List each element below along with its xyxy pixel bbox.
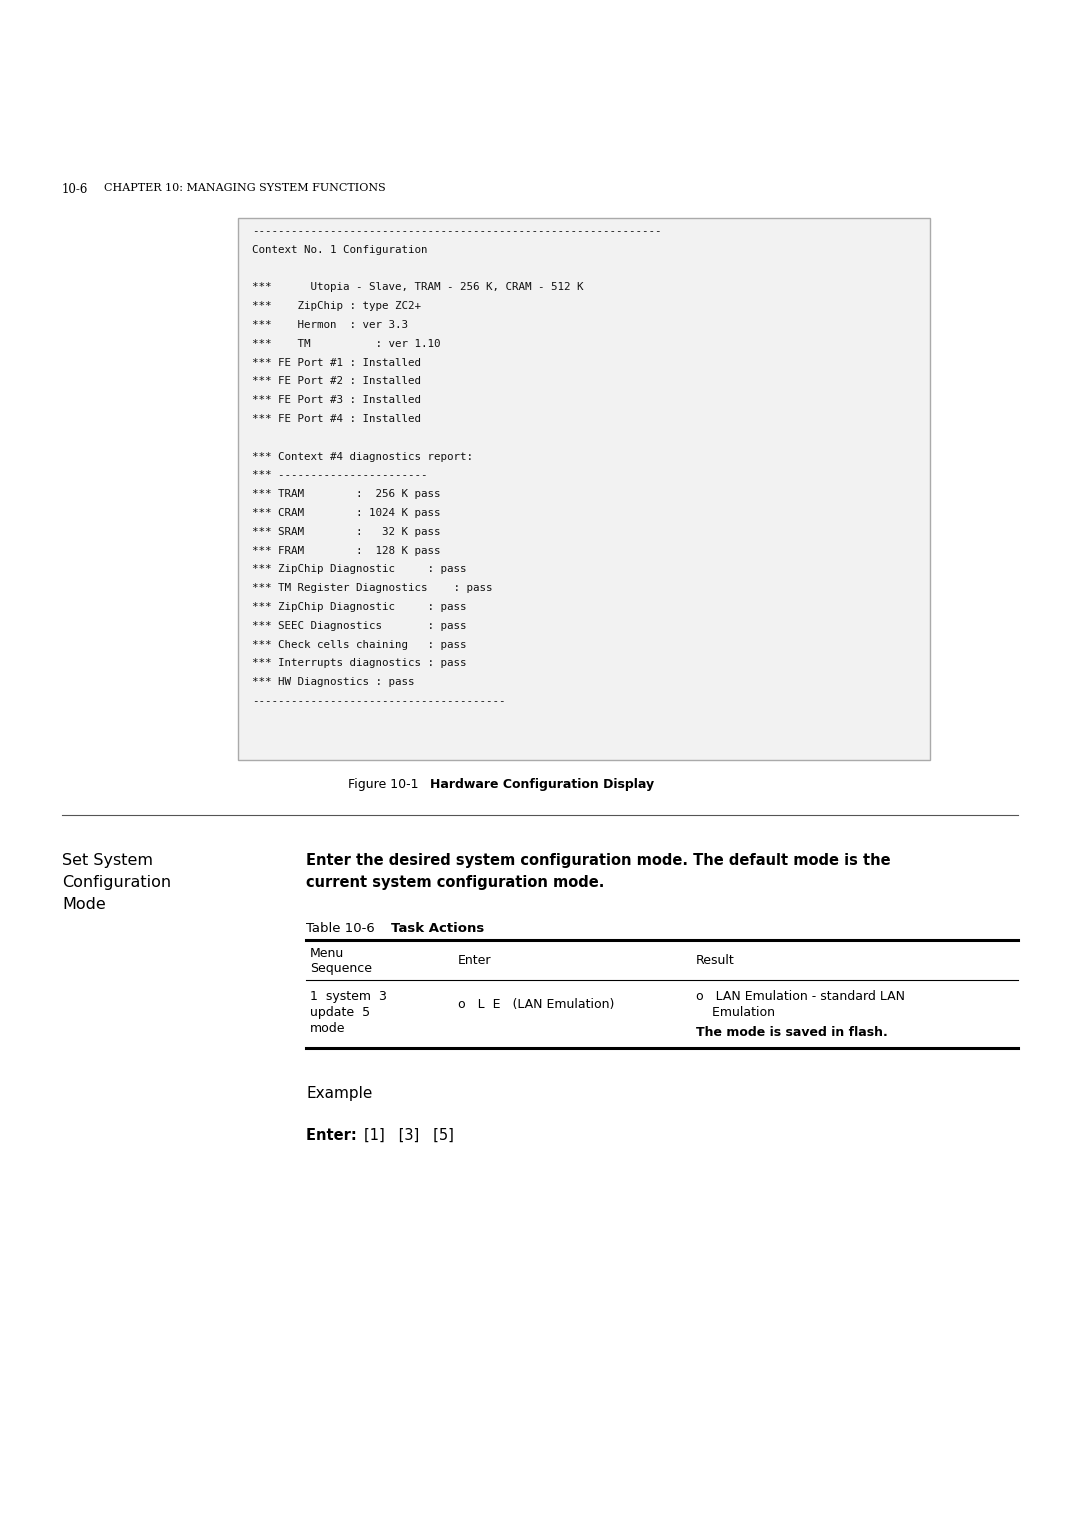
Text: Enter: Enter (458, 953, 491, 967)
Text: o   LAN Emulation - standard LAN: o LAN Emulation - standard LAN (696, 990, 905, 1002)
Text: *** -----------------------: *** ----------------------- (252, 471, 428, 480)
Text: [1]   [3]   [5]: [1] [3] [5] (364, 1128, 454, 1143)
Text: o   L  E   (LAN Emulation): o L E (LAN Emulation) (458, 998, 615, 1012)
Text: CHAPTER 10: MANAGING SYSTEM FUNCTIONS: CHAPTER 10: MANAGING SYSTEM FUNCTIONS (90, 183, 386, 193)
Text: Result: Result (696, 953, 734, 967)
Text: Task Actions: Task Actions (391, 921, 484, 935)
Text: *** Interrupts diagnostics : pass: *** Interrupts diagnostics : pass (252, 659, 467, 668)
Text: *** ZipChip Diagnostic     : pass: *** ZipChip Diagnostic : pass (252, 602, 467, 613)
Text: *** FE Port #4 : Installed: *** FE Port #4 : Installed (252, 414, 421, 423)
Text: ***    TM          : ver 1.10: *** TM : ver 1.10 (252, 339, 441, 348)
Text: *** TM Register Diagnostics    : pass: *** TM Register Diagnostics : pass (252, 584, 492, 593)
Text: The mode is saved in flash.: The mode is saved in flash. (696, 1025, 888, 1039)
Text: *** FRAM        :  128 K pass: *** FRAM : 128 K pass (252, 545, 441, 556)
Text: mode: mode (310, 1022, 346, 1034)
Text: Menu: Menu (310, 947, 345, 960)
Text: ---------------------------------------------------------------: ----------------------------------------… (252, 226, 661, 235)
Text: Hardware Configuration Display: Hardware Configuration Display (430, 778, 654, 792)
Text: ***      Utopia - Slave, TRAM - 256 K, CRAM - 512 K: *** Utopia - Slave, TRAM - 256 K, CRAM -… (252, 283, 583, 292)
Text: Emulation: Emulation (696, 1005, 775, 1019)
Text: Sequence: Sequence (310, 963, 372, 975)
FancyBboxPatch shape (238, 219, 930, 759)
Text: ***    Hermon  : ver 3.3: *** Hermon : ver 3.3 (252, 319, 408, 330)
Text: *** Context #4 diagnostics report:: *** Context #4 diagnostics report: (252, 452, 473, 461)
Text: Mode: Mode (62, 897, 106, 912)
Text: ***    ZipChip : type ZC2+: *** ZipChip : type ZC2+ (252, 301, 421, 312)
Text: Set System: Set System (62, 853, 153, 868)
Text: Enter:: Enter: (306, 1128, 362, 1143)
Text: Configuration: Configuration (62, 876, 171, 889)
Text: 1  system  3: 1 system 3 (310, 990, 387, 1002)
Text: Figure 10-1: Figure 10-1 (348, 778, 431, 792)
Text: *** FE Port #1 : Installed: *** FE Port #1 : Installed (252, 358, 421, 368)
Text: *** FE Port #2 : Installed: *** FE Port #2 : Installed (252, 376, 421, 387)
Text: current system configuration mode.: current system configuration mode. (306, 876, 605, 889)
Text: Enter the desired system configuration mode. The default mode is the: Enter the desired system configuration m… (306, 853, 891, 868)
Text: *** Check cells chaining   : pass: *** Check cells chaining : pass (252, 640, 467, 649)
Text: Example: Example (306, 1086, 373, 1102)
Text: *** TRAM        :  256 K pass: *** TRAM : 256 K pass (252, 489, 441, 500)
Text: *** FE Port #3 : Installed: *** FE Port #3 : Installed (252, 396, 421, 405)
Text: Table 10-6: Table 10-6 (306, 921, 388, 935)
Text: Context No. 1 Configuration: Context No. 1 Configuration (252, 244, 428, 255)
Text: *** CRAM        : 1024 K pass: *** CRAM : 1024 K pass (252, 507, 441, 518)
Text: *** HW Diagnostics : pass: *** HW Diagnostics : pass (252, 677, 415, 688)
Text: *** ZipChip Diagnostic     : pass: *** ZipChip Diagnostic : pass (252, 564, 467, 575)
Text: *** SEEC Diagnostics       : pass: *** SEEC Diagnostics : pass (252, 620, 467, 631)
Text: 10-6: 10-6 (62, 183, 89, 196)
Text: ---------------------------------------: --------------------------------------- (252, 695, 505, 706)
Text: update  5: update 5 (310, 1005, 370, 1019)
Text: *** SRAM        :   32 K pass: *** SRAM : 32 K pass (252, 527, 441, 536)
